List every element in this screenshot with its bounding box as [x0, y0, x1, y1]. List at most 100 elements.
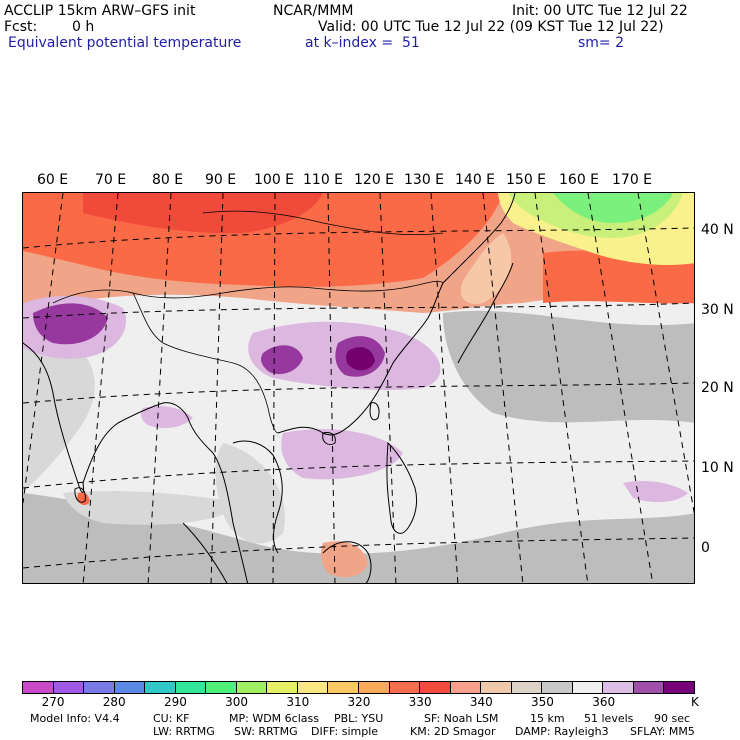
coast-srilanka	[74, 487, 86, 503]
orange-borneo	[320, 541, 368, 578]
level-label: at k–index = 51	[305, 35, 420, 51]
colorbar-segment: #c84ac8	[23, 682, 54, 693]
lilac-pacific-east	[623, 481, 688, 503]
colorbar-unit: K	[691, 695, 699, 709]
center-label: NCAR/MMM	[273, 3, 354, 19]
colorbar-segment: #c8c8c8	[542, 682, 573, 693]
coast-china	[277, 282, 444, 436]
gray-band-pacific	[443, 311, 694, 423]
footer-sf: SF: Noah LSM	[424, 712, 499, 725]
coast-indochina	[232, 440, 283, 554]
coast-japan	[457, 262, 514, 364]
coast-south-asia	[23, 342, 249, 583]
colorbar-segment: #dcd2c8	[511, 682, 543, 693]
colorbar: #c84ac8#a05ae6#7a7ae6#5a8ae6#32c8c8#32e6…	[22, 681, 695, 694]
footer-km: KM: 2D Smagor	[410, 725, 496, 738]
parallel-10	[23, 460, 694, 489]
lon-label-70: 70 E	[95, 172, 127, 188]
country-borders	[52, 210, 444, 434]
border-mongolia-china	[52, 280, 444, 304]
colorbar-segment: #fae682	[297, 682, 329, 693]
lon-label-170: 170 E	[612, 172, 653, 188]
darkpurple-core	[346, 347, 375, 371]
border-himalaya	[132, 292, 279, 434]
colorbar-segment: #f0c8aa	[481, 682, 512, 693]
gray-band-west	[23, 323, 95, 493]
lon-label-160: 160 E	[559, 172, 600, 188]
lilac-scs	[281, 429, 403, 480]
lon-label-90: 90 E	[205, 172, 237, 188]
lon-label-100: 100 E	[254, 172, 295, 188]
footer-cu: CU: KF	[153, 712, 190, 725]
lon-label-80: 80 E	[152, 172, 184, 188]
lon-label-120: 120 E	[354, 172, 395, 188]
colorbar-segment: #fac864	[328, 682, 360, 693]
colorbar-segment: #e6f064	[267, 682, 298, 693]
warm-band-inner	[83, 193, 323, 234]
colorbar-segment: #faa08c	[450, 682, 482, 693]
coast-sumatra	[182, 522, 228, 583]
gray-bay-band	[63, 491, 243, 525]
colorbar-segment: #7a7ae6	[84, 682, 115, 693]
colorbar-segment: #fa6e50	[389, 682, 421, 693]
border-russia-mongolia	[202, 210, 444, 236]
colorbar-tick-label: 330	[408, 695, 432, 709]
lon-label-130: 130 E	[404, 172, 445, 188]
graticule	[23, 193, 694, 583]
colorbar-segment: #32c8c8	[145, 682, 176, 693]
coast-philippines	[386, 441, 418, 534]
colorbar-tick-label: 290	[163, 695, 187, 709]
purple-tibet-west	[33, 303, 108, 345]
footer-damp: DAMP: Rayleigh3	[515, 725, 609, 738]
colorbar-segment: #a050aa	[633, 682, 665, 693]
footer-timestep: 90 sec	[654, 712, 691, 725]
colorbar-segment: #780078	[664, 682, 695, 693]
lat-label-10: 10 N	[701, 460, 734, 476]
colorbar-segment: #32e69a	[175, 682, 207, 693]
theta-e-map	[23, 193, 694, 583]
colorbar-tick-label: 300	[225, 695, 249, 709]
purple-sw-china	[260, 345, 303, 375]
parallel-0	[23, 537, 694, 569]
cool-green-zone	[553, 193, 673, 223]
smoothing-label: sm= 2	[578, 35, 625, 51]
meridian-60	[23, 193, 64, 504]
coast-hainan	[322, 432, 336, 446]
lilac-bengal	[140, 406, 193, 429]
parallel-20	[23, 382, 694, 404]
model-title: ACCLIP 15km ARW–GFS init	[4, 3, 196, 19]
colorbar-segment: #5a8ae6	[114, 682, 146, 693]
colorbar-segment: #a0f064	[236, 682, 268, 693]
parallel-40	[23, 227, 694, 249]
lat-label-30: 30 N	[701, 302, 734, 318]
forecast-label: Fcst:	[4, 19, 38, 35]
footer-sw: SW: RRTMG	[234, 725, 298, 738]
init-time: Init: 00 UTC Tue 12 Jul 22	[512, 3, 688, 19]
lon-label-110: 110 E	[303, 172, 344, 188]
colorbar-segment: #faaa5a	[359, 682, 390, 693]
footer-model-info: Model Info: V4.4	[30, 712, 120, 725]
forecast-value: 0 h	[72, 19, 95, 35]
meridian-170	[637, 193, 694, 515]
footer-sflay: SFLAY: MM5	[630, 725, 695, 738]
lon-label-150: 150 E	[506, 172, 547, 188]
lon-label-140: 140 E	[455, 172, 496, 188]
gray-indochina	[215, 443, 285, 544]
field-name: Equivalent potential temperature	[8, 35, 242, 51]
colorbar-segment: #a05ae6	[53, 682, 85, 693]
footer-mp: MP: WDM 6class	[229, 712, 319, 725]
coastlines	[23, 193, 516, 583]
coast-taiwan	[369, 402, 380, 421]
colorbar-tick-label: 280	[102, 695, 126, 709]
colorbar-tick-label: 310	[286, 695, 310, 709]
gray-band-south	[23, 493, 694, 583]
colorbar-tick-label: 320	[347, 695, 371, 709]
valid-time: Valid: 00 UTC Tue 12 Jul 22 (09 KST Tue …	[318, 19, 664, 35]
lat-label-40: 40 N	[701, 222, 734, 238]
lat-label-0: 0	[701, 540, 710, 556]
colorbar-segment: #50f078	[206, 682, 237, 693]
colorbar-segment: #f0f0f0	[572, 682, 604, 693]
coast-korea-russia	[442, 193, 516, 284]
colorbar-segment: #dcbee6	[603, 682, 634, 693]
coast-borneo	[322, 541, 372, 583]
